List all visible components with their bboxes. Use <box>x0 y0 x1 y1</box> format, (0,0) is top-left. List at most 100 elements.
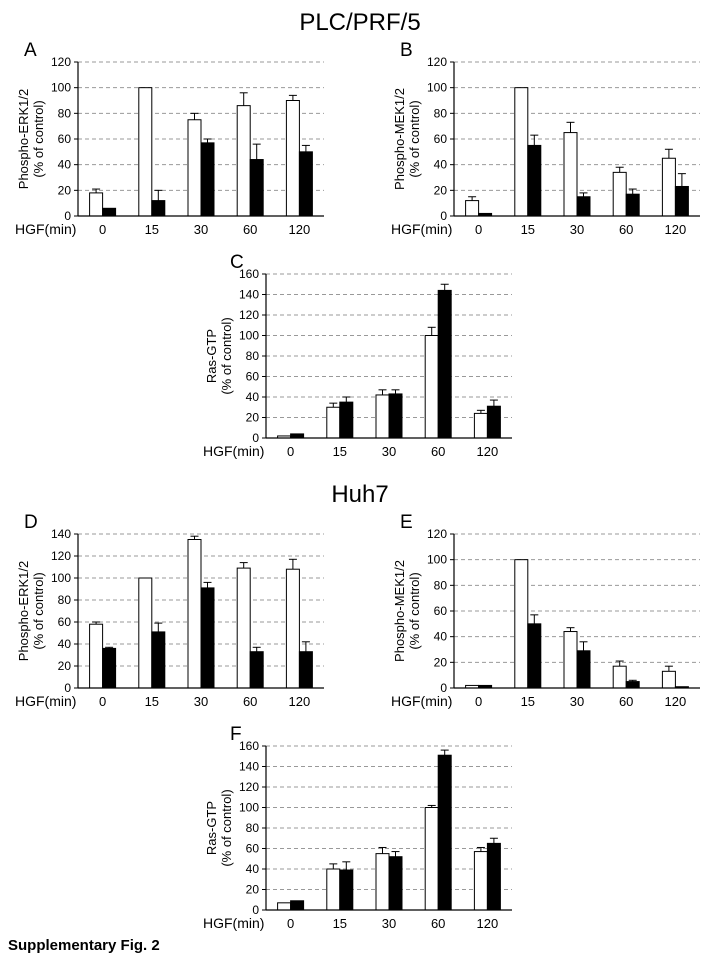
svg-text:140: 140 <box>239 288 259 302</box>
chart-phospho-erk-huh7: 0 20 40 60 80 100 120 140 0 15 30 60 120 HGF(min) Phos… <box>12 526 332 727</box>
svg-text:(% of control): (% of control) <box>31 100 46 177</box>
svg-text:0: 0 <box>287 444 294 459</box>
svg-text:40: 40 <box>58 158 72 172</box>
bar <box>514 87 529 217</box>
svg-text:120: 120 <box>239 780 259 794</box>
bar <box>527 144 542 217</box>
bars-group <box>89 535 313 689</box>
x-axis-label: HGF(min) <box>391 221 452 237</box>
svg-text:20: 20 <box>58 183 72 197</box>
svg-text:40: 40 <box>246 390 260 404</box>
x-labels: 0 15 30 60 120 HGF(min) <box>391 221 686 237</box>
x-labels: 0 15 30 60 120 HGF(min) <box>15 221 310 237</box>
bar <box>236 105 251 217</box>
axes <box>453 62 700 217</box>
x-labels: 0 15 30 60 120 HGF(min) <box>15 693 310 709</box>
panel-a-label: A <box>24 40 37 61</box>
gridlines: 0 20 40 60 80 100 120 <box>51 55 324 223</box>
bar <box>375 394 390 439</box>
x-axis-label: HGF(min) <box>203 443 264 459</box>
y-axis-label: Phospho-ERK1/2 (% of control) <box>16 89 46 189</box>
bars-group <box>277 749 501 911</box>
panel-d: D 0 20 40 60 80 100 120 140 0 15 30 60 120 HGF(min) Ph… <box>12 512 332 724</box>
bar <box>661 670 676 689</box>
svg-text:0: 0 <box>440 681 447 695</box>
bar <box>326 868 341 911</box>
row-panel-c: C 0 20 40 60 80 100 120 140 160 0 15 30 60 120 HGF(min… <box>0 252 720 474</box>
svg-text:0: 0 <box>287 916 294 931</box>
svg-text:Ras-GTP: Ras-GTP <box>204 801 219 855</box>
svg-text:15: 15 <box>333 444 347 459</box>
svg-text:60: 60 <box>246 370 260 384</box>
svg-text:160: 160 <box>239 739 259 753</box>
svg-text:60: 60 <box>58 615 72 629</box>
chart-phospho-erk-plc: 0 20 40 60 80 100 120 0 15 30 60 120 HGF(min) Phospho… <box>12 54 332 255</box>
bar <box>486 842 501 911</box>
bar <box>612 171 627 217</box>
axes <box>77 534 324 689</box>
panel-e-label: E <box>400 512 413 533</box>
bar <box>514 559 529 689</box>
x-axis-label: HGF(min) <box>15 221 76 237</box>
bar <box>326 406 341 439</box>
panel-a: A 0 20 40 60 80 100 120 0 15 30 60 120 HGF(min) Phosp… <box>12 40 332 252</box>
svg-text:0: 0 <box>440 209 447 223</box>
panel-c: C 0 20 40 60 80 100 120 140 160 0 15 30 60 120 HGF(min… <box>200 252 520 474</box>
bars-group <box>89 87 313 217</box>
svg-text:80: 80 <box>434 106 448 120</box>
bar <box>375 853 390 911</box>
gridlines: 0 20 40 60 80 100 120 140 160 <box>239 267 512 445</box>
panel-b-label: B <box>400 40 413 61</box>
bar <box>285 568 300 689</box>
x-labels: 0 15 30 60 120 HGF(min) <box>203 915 498 931</box>
svg-text:80: 80 <box>246 349 260 363</box>
bar <box>285 100 300 217</box>
svg-text:60: 60 <box>434 604 448 618</box>
bar <box>388 856 403 911</box>
y-axis-label: Ras-GTP (% of control) <box>204 789 234 866</box>
y-axis-label: Phospho-MEK1/2 (% of control) <box>392 560 422 662</box>
svg-text:60: 60 <box>431 444 445 459</box>
svg-text:100: 100 <box>427 553 447 567</box>
svg-text:120: 120 <box>51 549 71 563</box>
bar <box>473 851 488 911</box>
bar <box>563 132 578 217</box>
group-title-plc-prf-5: PLC/PRF/5 <box>299 9 421 36</box>
svg-text:60: 60 <box>619 694 633 709</box>
svg-text:0: 0 <box>64 681 71 695</box>
gridlines: 0 20 40 60 80 100 120 <box>427 55 700 223</box>
svg-text:80: 80 <box>246 821 260 835</box>
svg-text:Phospho-ERK1/2: Phospho-ERK1/2 <box>16 89 31 189</box>
svg-text:20: 20 <box>58 659 72 673</box>
bars-group <box>277 283 501 439</box>
bar <box>576 650 591 689</box>
bar <box>138 87 153 217</box>
svg-text:60: 60 <box>243 222 257 237</box>
svg-text:40: 40 <box>58 637 72 651</box>
svg-text:30: 30 <box>570 694 584 709</box>
bar <box>236 567 251 689</box>
svg-text:120: 120 <box>239 308 259 322</box>
bar <box>388 393 403 439</box>
chart-phospho-mek-huh7: 0 20 40 60 80 100 120 0 15 30 60 120 HGF(min) Phospho… <box>388 526 708 727</box>
y-axis-label: Ras-GTP (% of control) <box>204 317 234 394</box>
svg-text:120: 120 <box>665 694 687 709</box>
chart-svg-E: 0 20 40 60 80 100 120 0 15 30 60 120 HGF(min) Phospho… <box>391 527 700 709</box>
svg-text:20: 20 <box>434 183 448 197</box>
svg-text:120: 120 <box>289 222 311 237</box>
bar <box>298 651 313 689</box>
bar <box>612 665 627 689</box>
bar <box>277 902 292 911</box>
chart-ras-gtp-huh7: 0 20 40 60 80 100 120 140 160 0 15 30 60 120 HGF(min) R… <box>200 738 520 949</box>
chart-svg-C: 0 20 40 60 80 100 120 140 160 0 15 30 60 120 HGF(min) R… <box>203 267 512 459</box>
axes <box>265 274 512 439</box>
bar <box>486 405 501 439</box>
svg-text:120: 120 <box>427 527 447 541</box>
bar <box>424 335 439 439</box>
panel-f: F 0 20 40 60 80 100 120 140 160 0 15 30 60 120 HGF(min… <box>200 724 520 946</box>
svg-text:100: 100 <box>427 81 447 95</box>
bar <box>102 647 117 689</box>
chart-ras-gtp-plc: 0 20 40 60 80 100 120 140 160 0 15 30 60 120 HGF(min) R… <box>200 266 520 477</box>
svg-text:120: 120 <box>477 916 499 931</box>
svg-text:60: 60 <box>619 222 633 237</box>
